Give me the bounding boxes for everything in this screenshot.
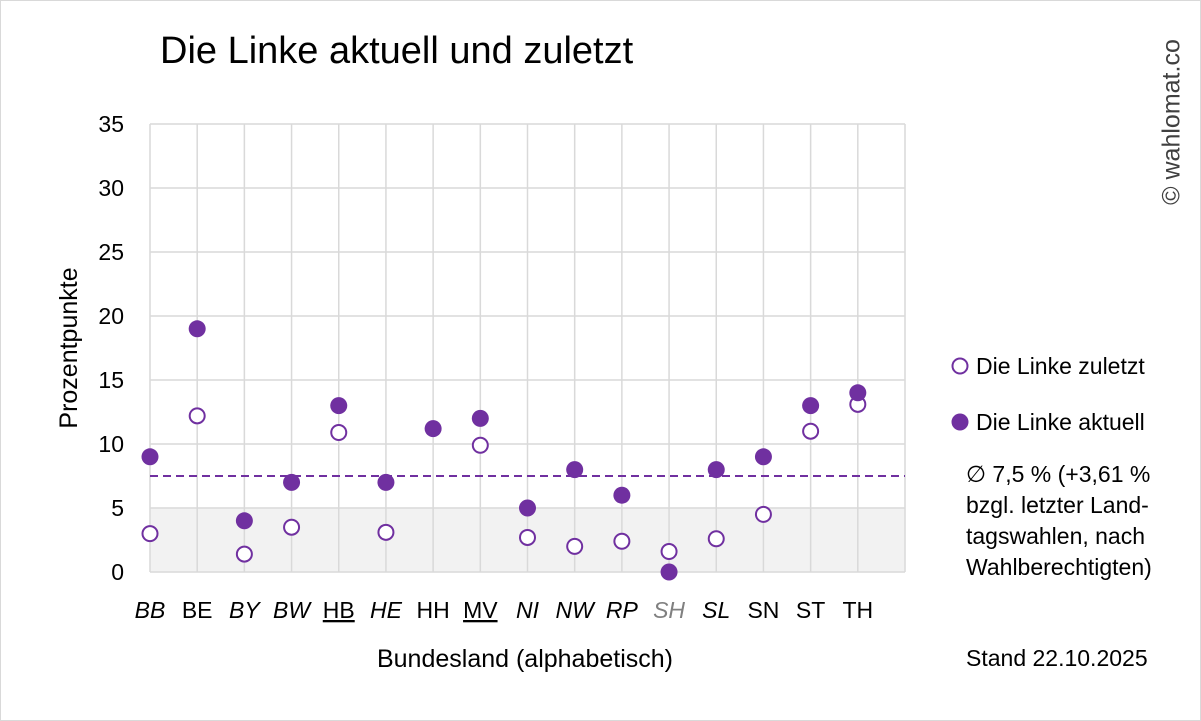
x-tick-label: HE [370,597,403,623]
data-point-aktuell [660,563,678,581]
legend-label-aktuell: Die Linke aktuell [976,408,1145,435]
data-point-aktuell [377,473,395,491]
date-stamp: Stand 22.10.2025 [966,645,1148,671]
y-tick-label: 5 [111,495,124,521]
data-point-zuletzt [235,545,253,563]
data-point-zuletzt [141,525,159,543]
x-tick-label: MV [463,597,498,623]
x-tick-label: BY [229,597,261,623]
tick-label-layer: 0 5 10 15 20 25 30 35 BB BE BY BW HB HE HH MV NI NW RP SH SL… [98,111,873,623]
x-tick-label: SH [653,597,685,623]
data-point-aktuell [754,448,772,466]
legend-item-zuletzt: Die Linke zuletzt [950,351,1145,381]
x-tick-label: BE [182,597,213,623]
average-note: ∅ 7,5 % (+3,61 % bzgl. letzter Land- tag… [966,459,1198,583]
legend-item-aktuell: Die Linke aktuell [950,407,1145,437]
data-point-aktuell [613,486,631,504]
data-point-zuletzt [660,543,678,561]
data-point-zuletzt [377,523,395,541]
y-tick-label: 0 [111,559,124,585]
data-point-aktuell [141,448,159,466]
data-point-aktuell [802,397,820,415]
x-tick-label: TH [842,597,873,623]
note-line: ∅ 7,5 % (+3,61 % [966,461,1151,487]
y-tick-label: 10 [98,431,124,457]
data-point-aktuell [188,320,206,338]
x-tick-label: NW [556,597,597,623]
y-axis-label: Prozentpunkte [55,267,83,428]
data-point-aktuell [235,512,253,530]
data-point-zuletzt [802,422,820,440]
data-point-layer [141,320,867,581]
data-point-zuletzt [283,518,301,536]
x-tick-label: BW [273,597,312,623]
y-tick-label: 25 [98,239,124,265]
x-tick-label: ST [796,597,825,623]
x-tick-label: SL [702,597,730,623]
data-point-zuletzt [613,532,631,550]
data-point-aktuell [330,397,348,415]
data-point-zuletzt [707,530,725,548]
data-point-aktuell [471,409,489,427]
data-point-aktuell [424,420,442,438]
data-point-aktuell [849,384,867,402]
note-line: bzgl. letzter Land- [966,492,1149,518]
data-point-zuletzt [566,537,584,555]
legend-label-zuletzt: Die Linke zuletzt [976,352,1145,379]
data-point-zuletzt [519,528,536,546]
data-point-zuletzt [188,407,206,425]
data-point-aktuell [283,473,301,491]
data-point-aktuell [519,499,536,517]
x-tick-label: RP [606,597,639,623]
x-tick-label: HB [323,597,355,623]
data-point-zuletzt [754,505,772,523]
data-point-zuletzt [471,436,489,454]
open-circle-icon [951,357,969,375]
y-tick-label: 15 [98,367,124,393]
data-point-zuletzt [330,423,348,441]
y-tick-label: 20 [98,303,124,329]
y-tick-label: 30 [98,175,124,201]
data-point-aktuell [707,461,725,479]
chart-title: Die Linke aktuell und zuletzt [160,30,634,72]
x-tick-label: SN [747,597,779,623]
filled-circle-icon [951,413,969,431]
x-tick-label: NI [516,597,540,623]
x-tick-label: BB [135,597,166,623]
x-axis-label: Bundesland (alphabetisch) [377,645,673,673]
note-line: Wahlberechtigten) [966,554,1152,580]
y-tick-label: 35 [98,111,124,137]
data-point-aktuell [566,461,584,479]
x-tick-label: HH [417,597,450,623]
copyright-watermark: © wahlomat.co [1157,39,1186,205]
grid-layer [149,123,906,573]
note-line: tagswahlen, nach [966,523,1146,549]
